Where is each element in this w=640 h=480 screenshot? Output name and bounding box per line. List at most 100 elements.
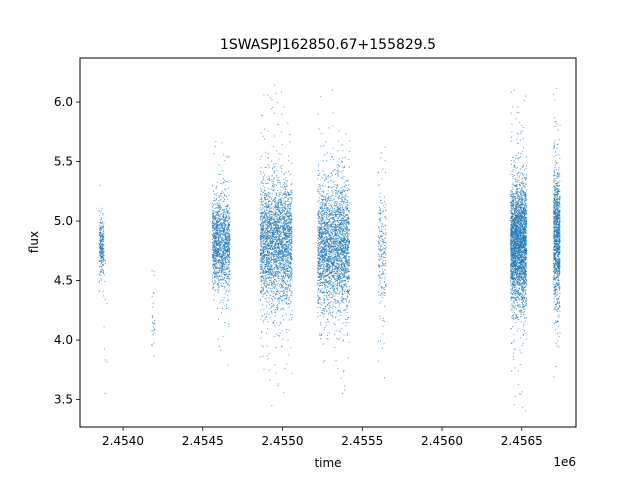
data-point bbox=[211, 185, 213, 187]
data-point bbox=[281, 260, 283, 262]
data-point bbox=[337, 175, 339, 177]
data-point bbox=[347, 281, 349, 283]
data-point bbox=[225, 306, 227, 308]
data-point bbox=[280, 221, 282, 223]
data-point bbox=[220, 218, 222, 220]
data-point bbox=[101, 229, 103, 231]
data-point bbox=[270, 235, 272, 237]
data-point bbox=[286, 261, 288, 263]
data-point bbox=[267, 212, 269, 214]
data-point bbox=[267, 178, 269, 180]
data-point bbox=[152, 302, 154, 304]
data-point bbox=[273, 280, 275, 282]
data-point bbox=[106, 303, 108, 305]
data-point bbox=[272, 167, 274, 169]
data-point bbox=[288, 203, 290, 205]
data-point bbox=[273, 234, 275, 235]
data-point bbox=[269, 260, 271, 262]
data-point bbox=[272, 254, 274, 256]
data-point bbox=[291, 232, 293, 234]
data-point bbox=[282, 210, 284, 212]
data-point bbox=[285, 211, 287, 213]
data-point bbox=[268, 314, 270, 316]
data-point bbox=[287, 212, 289, 214]
data-point bbox=[223, 228, 225, 230]
data-point bbox=[228, 254, 230, 256]
data-point bbox=[290, 233, 292, 235]
data-point bbox=[325, 177, 327, 179]
data-point bbox=[264, 220, 266, 222]
data-point bbox=[275, 284, 277, 286]
data-point bbox=[272, 242, 274, 244]
data-point bbox=[227, 254, 229, 256]
data-point bbox=[280, 284, 282, 286]
data-point bbox=[222, 177, 224, 179]
data-point bbox=[273, 248, 275, 250]
data-point bbox=[287, 238, 289, 240]
data-point bbox=[289, 204, 291, 206]
data-point bbox=[341, 231, 343, 233]
data-point bbox=[215, 235, 217, 237]
data-point bbox=[218, 239, 219, 241]
data-point bbox=[217, 235, 219, 237]
data-point bbox=[103, 236, 105, 238]
data-point bbox=[323, 275, 325, 277]
data-point bbox=[320, 228, 322, 230]
data-point bbox=[282, 226, 284, 228]
data-point bbox=[99, 232, 101, 234]
data-point bbox=[216, 256, 218, 258]
data-point bbox=[222, 299, 224, 301]
data-point bbox=[224, 188, 226, 190]
data-point bbox=[262, 204, 264, 206]
data-point bbox=[213, 244, 215, 246]
data-point bbox=[215, 220, 217, 222]
data-point bbox=[279, 193, 281, 195]
data-point bbox=[290, 319, 292, 321]
data-point bbox=[101, 262, 103, 264]
data-point bbox=[267, 206, 269, 208]
data-point bbox=[327, 293, 329, 295]
data-point bbox=[347, 229, 349, 231]
data-point bbox=[275, 264, 277, 266]
data-point bbox=[223, 283, 225, 285]
data-point bbox=[261, 263, 263, 265]
data-point bbox=[270, 278, 272, 280]
data-point bbox=[264, 128, 266, 130]
data-point bbox=[268, 237, 270, 239]
data-point bbox=[283, 254, 285, 256]
data-point bbox=[215, 224, 217, 226]
data-point bbox=[284, 258, 286, 260]
data-point bbox=[289, 272, 291, 274]
data-point bbox=[227, 204, 229, 206]
data-point bbox=[276, 214, 278, 216]
data-point bbox=[218, 260, 220, 262]
data-point bbox=[284, 200, 286, 202]
data-point bbox=[262, 230, 264, 232]
data-point bbox=[223, 244, 225, 246]
data-point bbox=[229, 242, 231, 244]
data-point bbox=[220, 216, 222, 218]
data-point bbox=[342, 262, 344, 264]
data-point bbox=[291, 192, 293, 194]
data-point bbox=[99, 227, 101, 229]
data-point bbox=[218, 241, 219, 243]
data-point bbox=[219, 279, 221, 281]
data-point bbox=[322, 186, 324, 188]
data-point bbox=[344, 259, 346, 261]
data-point bbox=[266, 204, 268, 206]
data-point bbox=[214, 263, 216, 265]
data-point bbox=[289, 217, 291, 219]
data-point bbox=[338, 206, 340, 208]
data-point bbox=[291, 269, 293, 271]
data-point bbox=[267, 245, 269, 247]
data-point bbox=[214, 255, 216, 257]
data-point bbox=[333, 220, 335, 222]
data-point bbox=[222, 270, 224, 272]
data-point bbox=[272, 233, 274, 235]
data-point bbox=[325, 243, 327, 245]
data-point bbox=[285, 264, 287, 266]
data-point bbox=[276, 227, 278, 229]
data-point bbox=[277, 256, 279, 258]
data-point bbox=[212, 225, 214, 227]
data-point bbox=[281, 165, 283, 167]
